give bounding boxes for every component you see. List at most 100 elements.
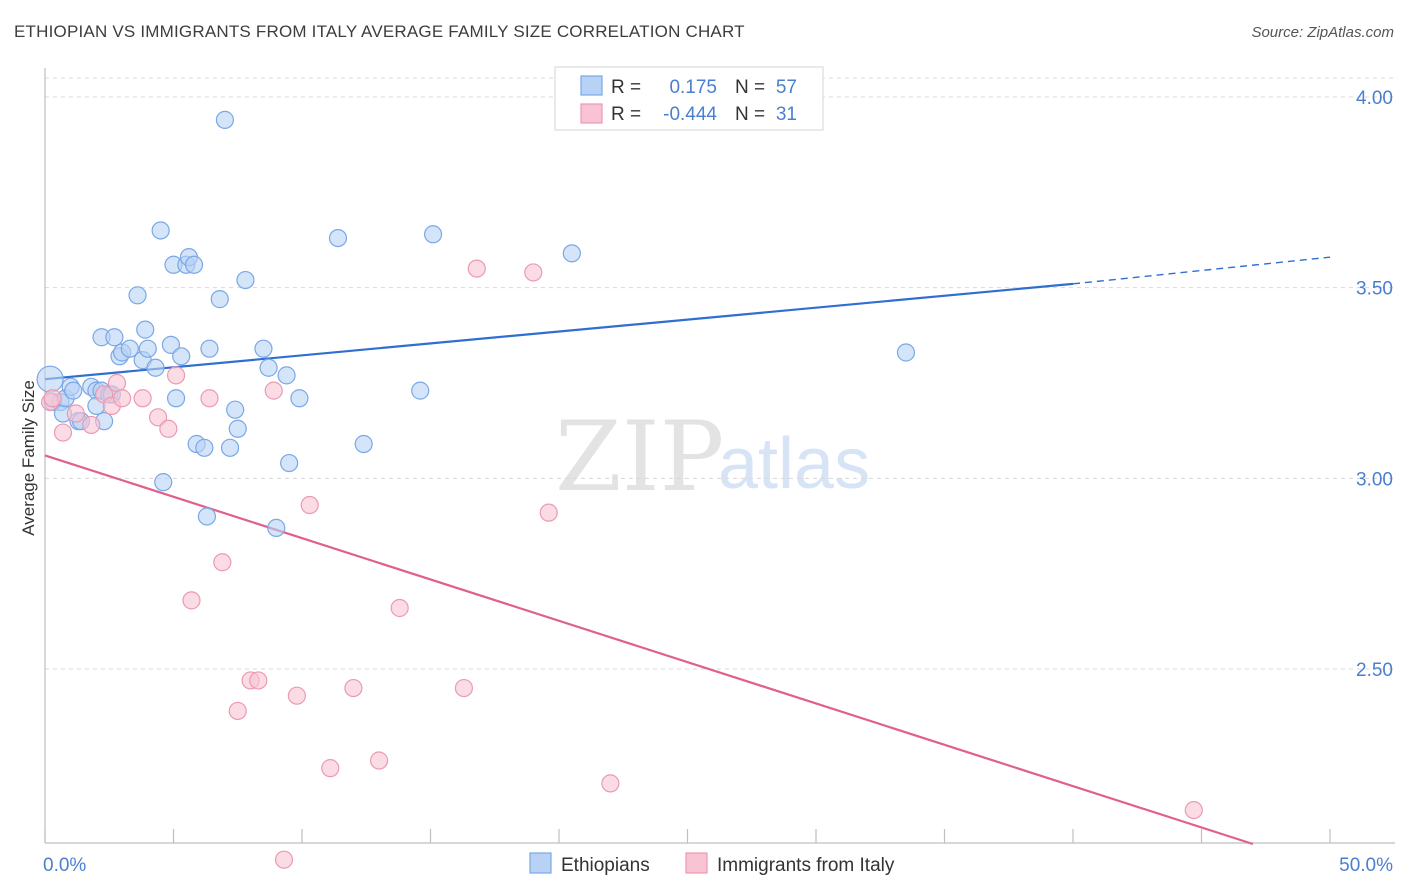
watermark-zip: ZIP: [555, 401, 724, 513]
legend-n-value-2: 31: [776, 104, 797, 125]
point-ethiopian-23: [136, 320, 155, 339]
point-italy-25: [370, 751, 389, 770]
point-ethiopian-44: [236, 270, 255, 290]
point-italy-27: [454, 678, 474, 698]
point-italy-22: [300, 495, 319, 515]
legend-r-label-2: R =: [611, 104, 641, 125]
point-ethiopian-38: [200, 339, 219, 358]
trend-line-ethiopians-extension: [1072, 256, 1331, 285]
point-italy-2: [53, 423, 73, 442]
point-italy-23: [321, 759, 340, 778]
watermark: ZIP atlas: [555, 401, 870, 513]
point-ethiopian-48: [277, 366, 296, 385]
trend-lines: [44, 256, 1331, 846]
gridlines: [45, 77, 1395, 670]
point-ethiopian-25: [146, 358, 165, 377]
series-legend-label-italy: Immigrants from Italy: [717, 855, 895, 876]
point-italy-26: [390, 598, 409, 618]
point-italy-24: [344, 678, 363, 698]
point-ethiopian-30: [166, 389, 186, 408]
point-ethiopian-0: [36, 365, 64, 393]
point-ethiopian-31: [172, 347, 191, 366]
point-italy-30: [539, 503, 558, 522]
point-ethiopian-36: [195, 438, 214, 457]
point-italy-32: [1184, 800, 1203, 820]
series-legend-label-ethiopians: Ethiopians: [561, 855, 650, 876]
point-ethiopian-55: [562, 244, 581, 263]
point-italy-12: [166, 366, 186, 385]
series-legend-swatch-italy: [685, 852, 708, 874]
chart-title: ETHIOPIAN VS IMMIGRANTS FROM ITALY AVERA…: [14, 22, 745, 41]
point-ethiopian-39: [210, 290, 229, 309]
point-italy-16: [228, 701, 247, 721]
legend-n-label-2: N =: [735, 104, 765, 125]
point-ethiopian-37: [197, 507, 217, 526]
watermark-atlas: atlas: [718, 424, 870, 504]
point-ethiopian-49: [280, 453, 299, 473]
point-ethiopian-6: [64, 381, 83, 400]
y-tick-label-2: 3.50: [1356, 279, 1393, 300]
point-ethiopian-54: [423, 225, 443, 244]
point-ethiopian-17: [105, 328, 124, 347]
legend-swatch-italy: [580, 103, 603, 124]
point-italy-9: [133, 389, 152, 408]
y-tick-label-0: 2.50: [1356, 660, 1393, 681]
legend-r-value-1: 0.175: [669, 77, 717, 98]
point-ethiopian-41: [220, 438, 240, 457]
point-ethiopian-42: [226, 400, 245, 419]
point-italy-15: [213, 553, 232, 572]
series-legend-swatch-ethiopians: [529, 852, 552, 874]
x-tick-label-1: 50.0%: [1339, 855, 1393, 876]
source-credit: Source: ZipAtlas.com: [1251, 24, 1394, 41]
point-ethiopian-21: [128, 286, 147, 305]
legend-n-label-1: N =: [735, 77, 765, 98]
correlation-legend: R = 0.175 N = 57 R = -0.444 N = 31: [554, 66, 824, 131]
point-italy-4: [82, 415, 101, 435]
trend-line-italy: [44, 454, 1254, 846]
legend-r-label-1: R =: [611, 77, 641, 98]
point-italy-3: [66, 404, 85, 423]
point-italy-14: [200, 389, 219, 408]
point-ethiopian-20: [120, 339, 139, 358]
point-italy-20: [274, 850, 294, 869]
point-ethiopian-46: [259, 358, 278, 377]
point-ethiopian-51: [328, 228, 348, 248]
legend-n-value-1: 57: [776, 77, 797, 98]
point-ethiopian-47: [267, 518, 286, 538]
trend-line-ethiopians: [44, 282, 1074, 381]
point-italy-19: [264, 381, 283, 400]
y-tick-label-3: 4.00: [1356, 88, 1393, 109]
point-ethiopian-45: [254, 339, 273, 358]
point-italy-7: [107, 373, 127, 393]
tick-labels: 2.50 3.00 3.50 4.00 0.0% 50.0%: [43, 88, 1393, 876]
point-ethiopian-24: [138, 339, 157, 358]
point-ethiopian-34: [184, 255, 204, 274]
point-italy-1: [43, 389, 62, 408]
point-italy-29: [524, 263, 543, 282]
x-tick-label-0: 0.0%: [43, 855, 86, 876]
point-ethiopian-40: [215, 110, 234, 129]
point-italy-31: [601, 774, 620, 793]
point-ethiopian-50: [290, 389, 309, 408]
point-italy-18: [249, 671, 268, 690]
point-ethiopian-26: [151, 221, 170, 240]
point-italy-21: [287, 686, 306, 705]
point-ethiopian-28: [161, 335, 181, 354]
y-axis-title: Average Family Size: [19, 380, 38, 536]
point-ethiopian-52: [354, 434, 373, 454]
point-italy-13: [182, 591, 201, 610]
point-ethiopian-53: [411, 381, 430, 400]
point-ethiopian-27: [154, 473, 173, 492]
point-ethiopian-56: [896, 343, 916, 362]
point-italy-10: [148, 408, 168, 427]
data-points: [36, 110, 1203, 869]
point-italy-8: [112, 389, 132, 408]
point-italy-11: [159, 419, 178, 438]
series-legend: Ethiopians Immigrants from Italy: [529, 852, 895, 876]
point-ethiopian-43: [228, 419, 247, 438]
legend-swatch-ethiopians: [580, 75, 603, 96]
point-italy-28: [467, 259, 486, 278]
y-tick-label-1: 3.00: [1356, 469, 1393, 490]
legend-r-value-2: -0.444: [663, 104, 717, 125]
